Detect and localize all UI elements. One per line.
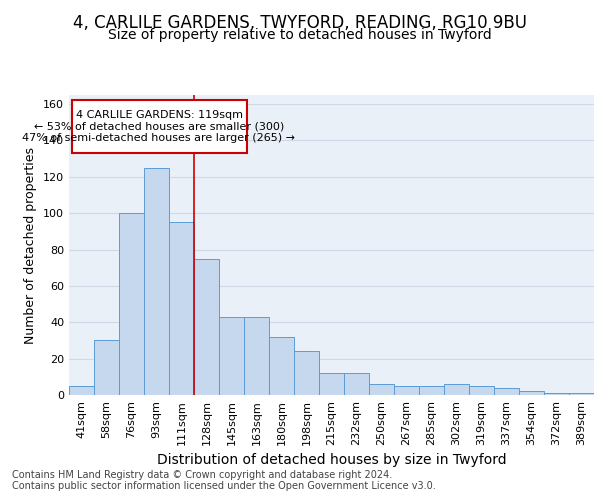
Bar bbox=[544, 393, 569, 395]
Bar bbox=[219, 317, 244, 395]
FancyBboxPatch shape bbox=[71, 100, 247, 153]
Bar bbox=[294, 352, 319, 395]
Bar bbox=[269, 337, 294, 395]
Bar bbox=[444, 384, 469, 395]
Bar bbox=[94, 340, 119, 395]
Bar bbox=[119, 213, 144, 395]
Text: 4 CARLILE GARDENS: 119sqm
← 53% of detached houses are smaller (300)
47% of semi: 4 CARLILE GARDENS: 119sqm ← 53% of detac… bbox=[23, 110, 296, 144]
Bar bbox=[419, 386, 444, 395]
Text: Contains public sector information licensed under the Open Government Licence v3: Contains public sector information licen… bbox=[12, 481, 436, 491]
Y-axis label: Number of detached properties: Number of detached properties bbox=[25, 146, 37, 344]
Bar bbox=[144, 168, 169, 395]
Bar bbox=[344, 373, 369, 395]
X-axis label: Distribution of detached houses by size in Twyford: Distribution of detached houses by size … bbox=[157, 453, 506, 467]
Bar bbox=[369, 384, 394, 395]
Bar bbox=[569, 393, 594, 395]
Text: Contains HM Land Registry data © Crown copyright and database right 2024.: Contains HM Land Registry data © Crown c… bbox=[12, 470, 392, 480]
Bar bbox=[244, 317, 269, 395]
Bar bbox=[69, 386, 94, 395]
Bar bbox=[194, 258, 219, 395]
Bar bbox=[469, 386, 494, 395]
Bar bbox=[494, 388, 519, 395]
Text: 4, CARLILE GARDENS, TWYFORD, READING, RG10 9BU: 4, CARLILE GARDENS, TWYFORD, READING, RG… bbox=[73, 14, 527, 32]
Bar bbox=[169, 222, 194, 395]
Bar bbox=[319, 373, 344, 395]
Bar bbox=[519, 392, 544, 395]
Bar bbox=[394, 386, 419, 395]
Text: Size of property relative to detached houses in Twyford: Size of property relative to detached ho… bbox=[108, 28, 492, 42]
